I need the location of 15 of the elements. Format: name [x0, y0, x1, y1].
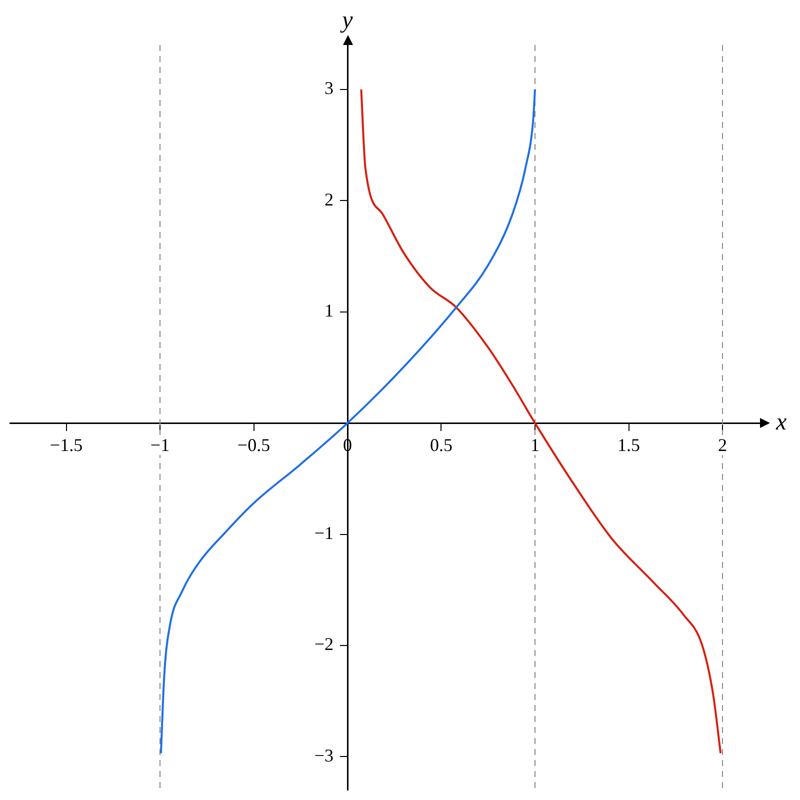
- x-tick-label: 1.5: [618, 434, 640, 455]
- x-tick-label: −0.5: [237, 434, 270, 455]
- y-tick-label: −1: [314, 522, 334, 543]
- x-tick-label: −1.5: [50, 434, 83, 455]
- x-tick-label: 2: [718, 434, 727, 455]
- y-tick-label: 2: [324, 189, 334, 210]
- x-tick-label: −1: [150, 434, 170, 455]
- y-tick-label: −3: [314, 745, 334, 766]
- y-axis-title: y: [340, 7, 354, 34]
- y-tick-label: 1: [324, 300, 334, 321]
- y-tick-label: 3: [324, 78, 334, 98]
- y-tick-label: −2: [314, 634, 334, 654]
- x-tick-label: 1: [530, 434, 540, 455]
- x-axis-title: x: [775, 409, 787, 436]
- x-tick-label: 0.5: [430, 434, 452, 455]
